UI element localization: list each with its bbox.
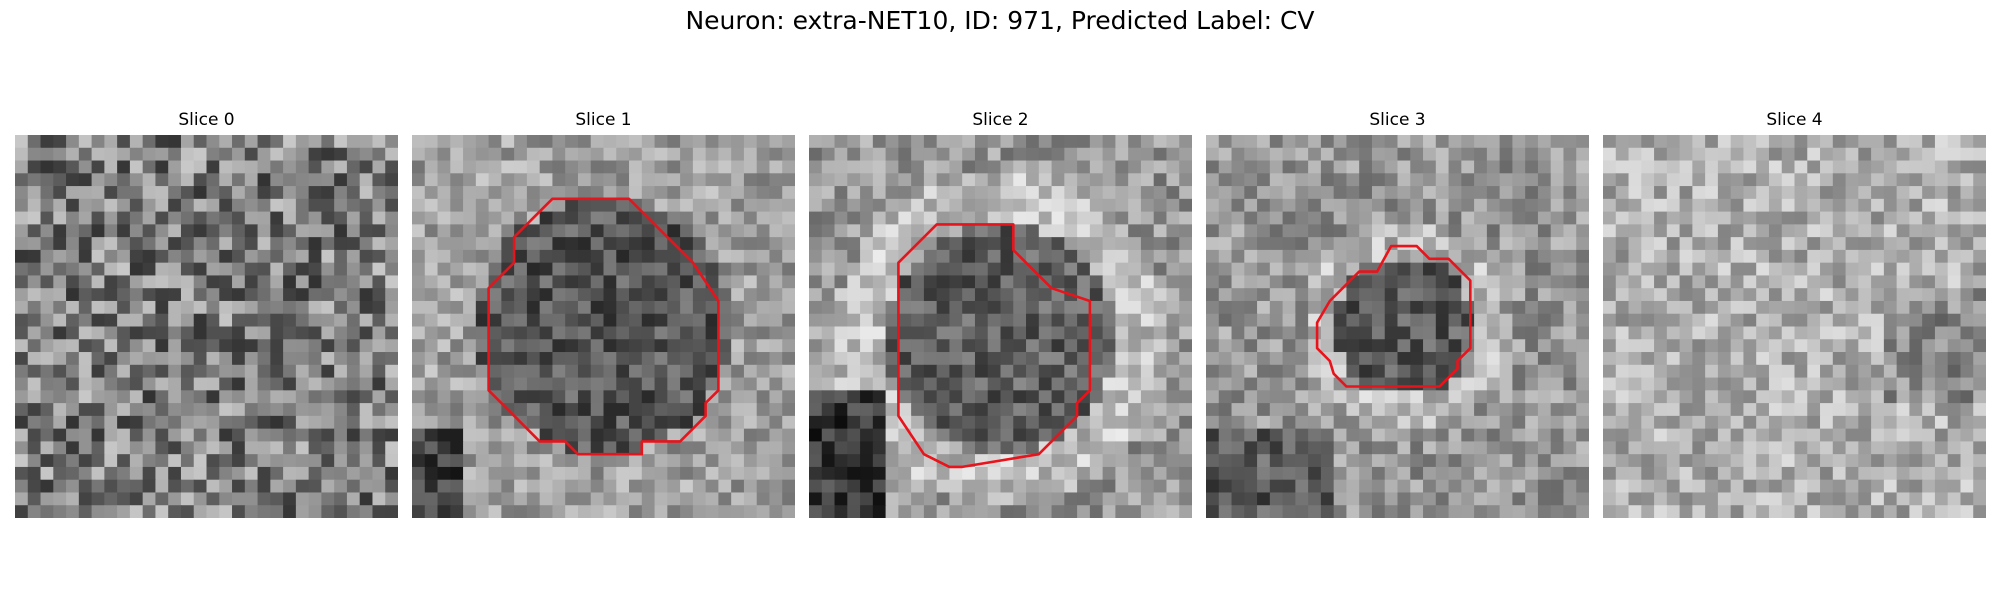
pixel-grid [15,135,398,518]
slice-title: Slice 0 [178,110,235,130]
slice-image [1206,135,1589,518]
slice-image [809,135,1192,518]
segmentation-contour [897,223,1092,469]
slice-panel-2: Slice 2 [809,110,1192,518]
slice-image [15,135,398,518]
slice-panel-1: Slice 1 [412,110,795,518]
slice-panel-0: Slice 0 [15,110,398,518]
slice-title: Slice 3 [1369,110,1426,130]
slice-image [412,135,795,518]
pixel-grid [1603,135,1986,518]
slice-title: Slice 4 [1766,110,1823,130]
segmentation-contour [1315,244,1472,388]
pixel-grid [1206,135,1589,518]
slice-title: Slice 2 [972,110,1029,130]
pixel-grid [412,135,795,518]
segmentation-contour [487,197,720,456]
pixel-grid [809,135,1192,518]
slice-panel-3: Slice 3 [1206,110,1589,518]
figure-title: Neuron: extra-NET10, ID: 971, Predicted … [685,6,1315,35]
slice-title: Slice 1 [575,110,632,130]
slice-panel-4: Slice 4 [1603,110,1986,518]
slice-image [1603,135,1986,518]
